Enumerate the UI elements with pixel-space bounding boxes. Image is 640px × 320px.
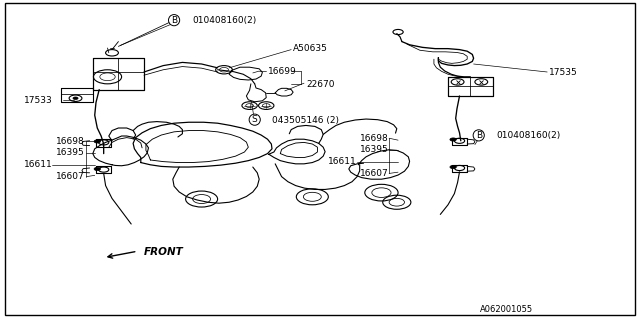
Text: FRONT: FRONT: [144, 247, 184, 257]
Text: A50635: A50635: [293, 44, 328, 53]
Circle shape: [94, 140, 100, 143]
Text: 16611: 16611: [328, 157, 356, 166]
Text: 17533: 17533: [24, 96, 53, 105]
Circle shape: [73, 97, 78, 100]
Text: 16699: 16699: [268, 67, 296, 76]
Text: 16611: 16611: [24, 160, 53, 169]
Text: 22670: 22670: [306, 80, 335, 89]
Circle shape: [450, 138, 456, 141]
Text: S: S: [252, 115, 257, 124]
Text: B: B: [476, 131, 482, 140]
Circle shape: [94, 167, 100, 171]
Circle shape: [450, 165, 456, 169]
Text: 16607: 16607: [56, 172, 84, 181]
Text: 010408160(2): 010408160(2): [497, 131, 561, 140]
Text: A062001055: A062001055: [480, 305, 533, 314]
Text: 16395: 16395: [360, 145, 388, 154]
Text: 16607: 16607: [360, 169, 388, 178]
Text: 16698: 16698: [56, 137, 84, 146]
Text: 010408160(2): 010408160(2): [192, 16, 256, 25]
Text: B: B: [171, 16, 177, 25]
Text: 16395: 16395: [56, 148, 84, 157]
Text: 17535: 17535: [549, 68, 578, 77]
Text: 16698: 16698: [360, 134, 388, 143]
Text: 043505146 (2): 043505146 (2): [272, 116, 339, 124]
